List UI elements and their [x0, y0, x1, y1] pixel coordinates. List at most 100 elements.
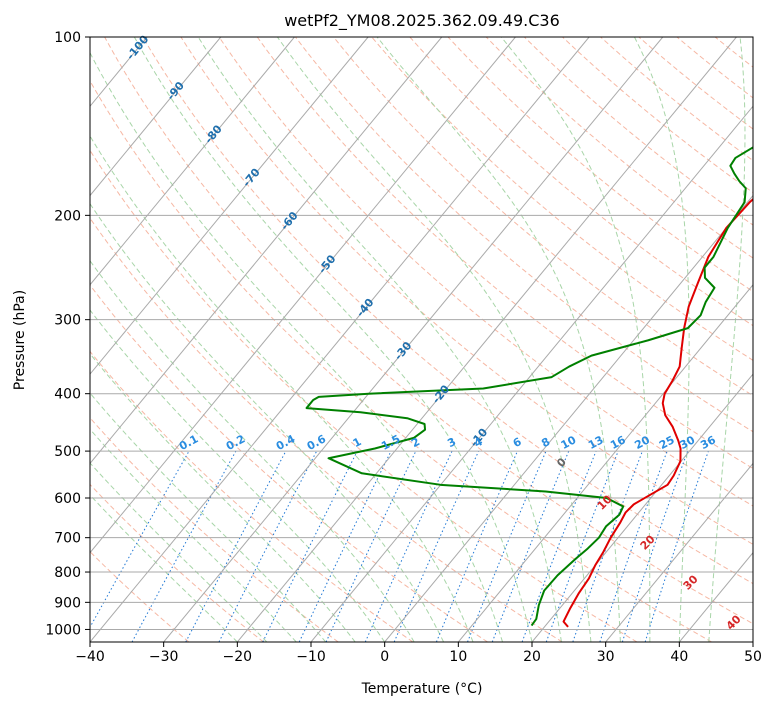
x-tick-label: −40 [75, 649, 105, 665]
mixing-ratio-line [262, 450, 358, 642]
isotherm-line [90, 37, 590, 642]
mixing-ratio-label: 2 [409, 435, 422, 450]
plot-frame [89, 36, 754, 643]
isotherm-line [90, 37, 516, 554]
dewpoint-profile [305, 146, 753, 627]
mixing-ratio-label: 1 [351, 435, 364, 450]
moist-adiabat [90, 352, 356, 642]
background-lines [90, 37, 753, 642]
mixing-ratio-label: 16 [608, 433, 628, 452]
moist-adiabat-label: 30 [681, 572, 701, 592]
mixing-ratio-label: 0.2 [224, 432, 247, 453]
mixing-ratio-line [218, 450, 318, 642]
mixing-ratio-label: 8 [539, 435, 552, 450]
isotherm-line [457, 284, 753, 642]
dry-adiabat [676, 37, 753, 99]
x-tick-label: 10 [449, 649, 467, 665]
dry-adiabat [104, 37, 753, 625]
isotherm-line [90, 37, 295, 286]
mixing-ratio-line [298, 450, 392, 642]
mixing-ratio-label: 20 [632, 433, 652, 452]
y-axis: 100 200 300 400 500 600 700 800 900 1000 [45, 30, 90, 638]
isotherm-line [90, 37, 369, 375]
moist-adiabat [90, 135, 474, 642]
x-tick-label: −10 [296, 649, 326, 665]
dry-adiabat [90, 217, 563, 642]
line-labels: -100-90-80-70-60-50-40-30-20-100.1 0.2 0.4… [124, 33, 744, 633]
moist-adiabat [90, 494, 238, 642]
x-tick-label: 20 [523, 649, 541, 665]
mixing-ratio-line [325, 450, 417, 642]
y-tick-label: 600 [54, 491, 81, 507]
isotherm-line [310, 105, 753, 642]
mixing-ratio-line [131, 450, 237, 642]
dry-adiabat [90, 149, 638, 642]
isotherm-line [605, 462, 753, 642]
dry-adiabat [409, 37, 753, 327]
mixing-ratio-line [644, 450, 709, 642]
moist-adiabat-label: 20 [638, 532, 658, 552]
moist-adiabat [197, 37, 562, 642]
y-tick-label: 700 [54, 531, 81, 547]
x-axis-label: Temperature (°C) [361, 681, 483, 697]
profile-curves [305, 146, 753, 628]
moist-adiabat [90, 462, 268, 642]
y-tick-label: 100 [54, 30, 81, 46]
mixing-ratio-label: 6 [511, 435, 524, 450]
grid-lines [90, 37, 753, 642]
mixing-ratio-label: 30 [678, 433, 698, 452]
mixing-ratio-label: 0.1 [177, 432, 200, 453]
y-tick-label: 400 [54, 387, 81, 403]
mixing-ratio-line [364, 450, 453, 642]
moist-adiabat [634, 37, 690, 642]
mixing-ratio-line [599, 450, 668, 642]
y-tick-label: 200 [54, 208, 81, 224]
moist-adiabat [133, 37, 533, 642]
dry-adiabat [90, 483, 264, 642]
isotherm-line [90, 37, 222, 197]
isotherm-line [384, 194, 753, 642]
y-tick-label: 1000 [45, 622, 81, 638]
y-tick-label: 500 [54, 444, 81, 460]
dry-adiabat [752, 37, 753, 38]
isotherm-line [90, 37, 443, 465]
moist-adiabat-label: 0 [554, 455, 569, 470]
moist-adiabat [708, 37, 746, 642]
x-axis: −40 −30 −20 −10 0 10 20 30 40 50 [75, 642, 762, 665]
isotherm-line [752, 641, 753, 642]
temperature-profile [562, 197, 753, 628]
y-tick-label: 300 [54, 313, 81, 329]
moist-adiabat [376, 37, 621, 642]
x-tick-label: 40 [670, 649, 688, 665]
y-axis-label: Pressure (hPa) [12, 290, 28, 390]
mixing-ratio-label: 36 [698, 433, 718, 452]
dry-adiabat [142, 37, 753, 585]
mixing-ratio-label: 0.6 [305, 432, 329, 453]
isotherm-line [163, 37, 664, 642]
mixing-ratio-line [467, 450, 547, 642]
y-tick-label: 900 [54, 595, 81, 611]
mixing-ratio-line [435, 450, 518, 642]
dry-adiabat [90, 417, 339, 642]
mixing-ratio-label: 25 [657, 433, 677, 452]
dry-adiabat [371, 37, 753, 361]
mixing-ratio-label: 1.5 [379, 432, 402, 453]
dry-adiabat [447, 37, 753, 293]
x-tick-label: −30 [149, 649, 179, 665]
y-tick-label: 800 [54, 565, 81, 581]
mixing-ratio-line [90, 450, 190, 629]
mixing-ratio-line [393, 450, 480, 642]
moist-adiabat [500, 37, 651, 642]
moist-adiabat [90, 51, 504, 642]
moist-adiabat [90, 202, 445, 642]
dry-adiabat [90, 350, 414, 642]
mixing-ratio-label: 10 [559, 433, 579, 452]
chart-title: wetPf2_YM08.2025.362.09.49.C36 [284, 11, 560, 31]
dry-adiabat [638, 37, 753, 130]
dry-adiabat [218, 37, 753, 507]
dry-adiabat [256, 37, 753, 470]
mixing-ratio-line [621, 450, 689, 642]
isotherm-line [678, 551, 753, 642]
dry-adiabat [180, 37, 753, 545]
